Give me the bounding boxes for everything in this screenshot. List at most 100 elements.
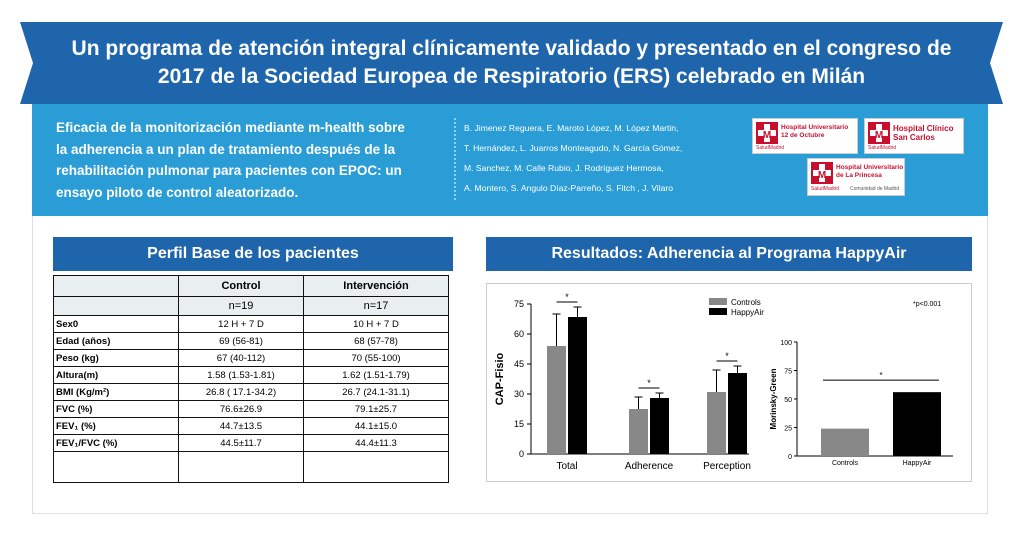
table-header-row: Control Intervención [53, 275, 449, 297]
logo-hospital-princesa: M Hospital Universitario de La Princesa … [807, 158, 905, 196]
intervention-cell: 79.1±25.7 [303, 400, 449, 418]
table-row: FEV₁ (%) 44.7±13.5 44.1±15.0 [53, 417, 449, 435]
bar [568, 317, 587, 454]
logo-text: Hospital Universitario [781, 124, 849, 131]
row-label: BMI (Kg/m²) [53, 383, 179, 401]
significance-mark: * [565, 292, 569, 302]
author-line: A. Montero, S. Angulo Díaz-Parreño, S. F… [464, 183, 674, 193]
author-line: M. Sanchez, M. Calle Rubio, J. Rodríguez… [464, 163, 664, 173]
y-tick-label: 15 [514, 419, 524, 429]
intervention-n: n=17 [303, 296, 449, 316]
row-label [53, 451, 179, 483]
y-tick-label: 45 [514, 359, 524, 369]
row-label: Sex0 [53, 315, 179, 333]
control-cell: 76.6±26.9 [178, 400, 304, 418]
intervention-cell: 44.4±11.3 [303, 434, 449, 452]
table-row: Edad (años) 69 (56-81) 68 (57-78) [53, 332, 449, 350]
bar [547, 346, 566, 454]
row-label: Peso (kg) [53, 349, 179, 367]
header-blank [53, 296, 179, 316]
intervention-cell: 1.62 (1.51-1.79) [303, 366, 449, 384]
table-row: Peso (kg) 67 (40-112) 70 (55-100) [53, 349, 449, 367]
control-cell: 12 H + 7 D [178, 315, 304, 333]
authors-rule [454, 118, 456, 200]
svg-text:M: M [875, 130, 883, 141]
logo-sub: SaludMadrid [811, 186, 840, 192]
column-header-intervention: Intervención [303, 275, 449, 297]
content-area [32, 216, 988, 514]
results-chart-box: 0 15 30 45 60 75 CAP-Fisio * Total * Adherence * Per… [486, 283, 972, 482]
svg-text:M: M [763, 130, 771, 141]
logo-text: Hospital Clínico [893, 124, 954, 133]
table-row: Altura(m) 1.58 (1.53-1.81) 1.62 (1.51-1.79… [53, 366, 449, 384]
row-label: FVC (%) [53, 400, 179, 418]
logo-text: Hospital Universitario [836, 164, 904, 171]
intervention-cell: 70 (55-100) [303, 349, 449, 367]
results-title: Resultados: Adherencia al Programa Happy… [486, 237, 972, 271]
page-title: Un programa de atención integral clínica… [71, 37, 952, 88]
logo-text: San Carlos [893, 133, 935, 142]
row-label: FEV₁ (%) [53, 417, 179, 435]
y-tick-label: 0 [788, 454, 792, 461]
logo-sub: SaludMadrid [868, 145, 897, 151]
row-label: Altura(m) [53, 366, 179, 384]
table-n-row: n=19 n=17 [53, 296, 449, 316]
logo-text: de La Princesa [836, 172, 882, 179]
logo-hospital-12-octubre: M Hospital Universitario 12 de Octubre S… [752, 118, 858, 154]
legend-swatch [709, 308, 727, 315]
results-charts: 0 15 30 45 60 75 CAP-Fisio * Total * Adherence * Per… [494, 292, 953, 472]
baseline-title: Perfil Base de los pacientes [53, 237, 453, 271]
control-n: n=19 [178, 296, 304, 316]
saludmadrid-mark-icon: M [756, 122, 778, 144]
baseline-table: Control Intervención n=19 n=17 Sex0 12 H … [53, 275, 449, 483]
y-tick-label: 50 [784, 397, 792, 404]
intervention-cell [303, 451, 449, 483]
control-cell: 44.5±11.7 [178, 434, 304, 452]
intervention-cell: 68 (57-78) [303, 332, 449, 350]
y-tick-label: 0 [519, 449, 524, 459]
bar [629, 409, 648, 454]
author-line: B. Jimenez Reguera, E. Maroto López, M. … [464, 123, 679, 133]
logo-sub: SaludMadrid [756, 145, 785, 151]
logo-text: 12 de Octubre [781, 132, 825, 139]
intervention-cell: 10 H + 7 D [303, 315, 449, 333]
y-tick-label: 75 [514, 299, 524, 309]
x-tick-label: Perception [703, 461, 751, 472]
author-line: T. Hernández, L. Juarros Monteagudo, N. … [464, 143, 683, 153]
saludmadrid-mark-icon: M [811, 162, 833, 184]
bar [821, 428, 869, 456]
bar [650, 398, 669, 454]
significance-mark: * [647, 378, 651, 388]
y-tick-label: 100 [780, 340, 792, 347]
bar [893, 392, 941, 456]
y-tick-label: 75 [784, 369, 792, 376]
logo-hospital-clinico: M Hospital Clínico San Carlos SaludMadri… [864, 118, 964, 154]
banner-shape [20, 22, 1003, 104]
legend-label: Controls [731, 298, 761, 307]
control-cell: 1.58 (1.53-1.81) [178, 366, 304, 384]
table-row: FEV₁/FVC (%) 44.5±11.7 44.4±11.3 [53, 434, 449, 452]
table-row: Sex0 12 H + 7 D 10 H + 7 D [53, 315, 449, 333]
x-tick-label: Adherence [625, 461, 674, 472]
table-row [53, 451, 449, 483]
y-axis-label: Morinsky-Green [769, 368, 778, 429]
title-banner: Un programa de atención integral clínica… [20, 22, 1003, 104]
y-tick-label: 25 [784, 426, 792, 433]
table-row: BMI (Kg/m²) 26.8 ( 17.1-34.2) 26.7 (24.1-3… [53, 383, 449, 401]
svg-text:M: M [818, 170, 826, 181]
study-info-bar: Eficacia de la monitorización mediante m… [32, 104, 988, 216]
bar [707, 392, 726, 454]
logo-sub: Comunidad de Madrid [850, 186, 900, 192]
y-axis-label: CAP-Fisio [494, 352, 506, 405]
authors-list: B. Jimenez Reguera, E. Maroto López, M. … [464, 118, 724, 198]
control-cell: 67 (40-112) [178, 349, 304, 367]
saludmadrid-mark-icon: M [868, 122, 890, 144]
table-row: FVC (%) 76.6±26.9 79.1±25.7 [53, 400, 449, 418]
intervention-cell: 26.7 (24.1-31.1) [303, 383, 449, 401]
control-cell: 26.8 ( 17.1-34.2) [178, 383, 304, 401]
x-tick-label: HappyAir [903, 460, 932, 467]
legend-label: HappyAir [731, 308, 764, 317]
x-tick-label: Controls [832, 460, 859, 467]
header-blank [53, 275, 179, 297]
bar [728, 373, 747, 454]
